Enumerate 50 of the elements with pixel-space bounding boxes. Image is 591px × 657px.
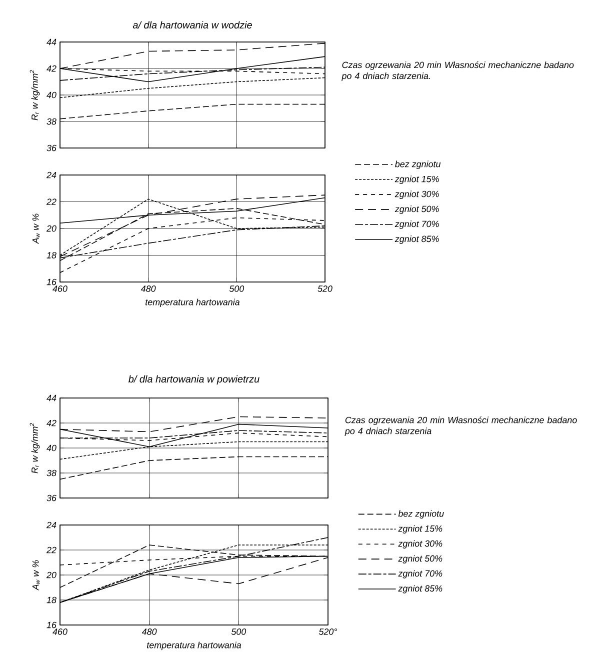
x-tick-label: 460 (52, 286, 68, 292)
x-tick-label: 520 (318, 286, 332, 292)
x-tick-label: 480 (140, 286, 156, 292)
y-axis-title: R$_{r}$ w kg/mm$^{2}$ (30, 70, 40, 120)
y-tick-label: 44 (46, 38, 56, 46)
y-axis-title: R$_{r}$ w kg/mm$^{2}$ (30, 423, 40, 474)
x-tick-label: 500 (231, 628, 246, 635)
legend-label: bez zgniotu (395, 160, 441, 170)
legend-label: zgniot 70% (398, 570, 442, 578)
y-tick-label: 42 (46, 420, 56, 426)
legend-label: zgniot 30% (394, 190, 439, 199)
y-tick-label: 18 (46, 252, 56, 258)
y-tick-label: 36 (46, 494, 56, 502)
y-tick-label: 22 (46, 546, 56, 554)
y-tick-label: 20 (46, 225, 56, 232)
x-tick-label: 520° (318, 628, 338, 635)
legend-label: zgniot 85% (398, 585, 442, 594)
y-tick-label: 38 (46, 470, 56, 476)
y-tick-label: 24 (46, 522, 56, 528)
y-tick-label: 24 (46, 172, 56, 178)
x-axis-title: temperatura hartowania (146, 298, 240, 308)
legend-label: zgniot 70% (394, 220, 439, 229)
legend-label: bez zgniotu (398, 510, 444, 519)
legend-label: zgniot 85% (394, 235, 439, 244)
x-tick-label: 480 (142, 628, 157, 635)
text: Czas ogrzewania 20 min Własności mechaniczne badano po 4 dniach starzenia. (342, 61, 574, 81)
legend-label: zgniot 15% (394, 176, 439, 184)
y-tick-label: 42 (46, 65, 56, 72)
y-tick-label: 36 (46, 144, 56, 152)
legend-label: zgniot 50% (394, 206, 439, 214)
x-tick-label: 460 (52, 628, 68, 635)
y-tick-label: 40 (46, 92, 56, 98)
x-axis-title: temperatura hartowania (147, 642, 242, 650)
legend-label: zgniot 15% (398, 525, 442, 534)
y-axis-title: A$_{w}$ w % (32, 214, 40, 244)
y-tick-label: 18 (46, 596, 56, 604)
x-tick-label: 500 (229, 286, 244, 292)
text: Czas ogrzewania 20 min Własności mechaniczne badano po 4 dniach starzenia (344, 416, 577, 436)
y-tick-label: 22 (46, 198, 56, 205)
y-tick-label: 16 (46, 622, 56, 628)
chart-title: b/ dla hartowania w powietrzu (128, 375, 260, 385)
chart-title: a/ dla hartowania w wodzie (132, 21, 252, 29)
y-tick-label: 38 (46, 118, 56, 125)
legend-label: zgniot 50% (398, 555, 442, 564)
y-tick-label: 20 (46, 572, 56, 578)
y-axis-title: A$_{w}$ w % (32, 560, 40, 591)
y-tick-label: 40 (46, 444, 56, 452)
legend-label: zgniot 30% (398, 540, 442, 548)
y-tick-label: 44 (46, 394, 56, 402)
y-tick-label: 16 (46, 278, 56, 286)
